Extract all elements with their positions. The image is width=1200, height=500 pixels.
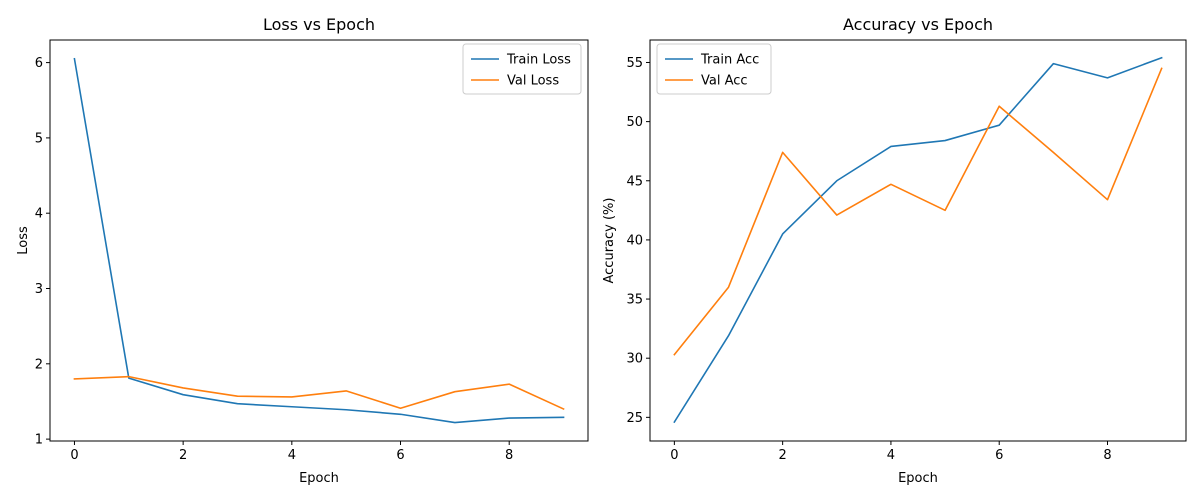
y-tick-label: 50: [626, 115, 643, 130]
legend: Train Loss Val Loss: [462, 43, 582, 95]
legend-label: Train Acc: [700, 53, 759, 68]
x-tick-label: 4: [288, 448, 296, 463]
x-tick-label: 6: [995, 448, 1003, 463]
y-tick-label: 40: [626, 233, 643, 248]
series-line-val-loss: [73, 375, 565, 411]
chart-panel-0: Loss vs Epoch 0 2 4 6 8 1 2 3 4 5 6 Epoch Loss Train L…: [16, 15, 589, 486]
y-axis-label: Loss: [16, 226, 31, 255]
chart-title: Accuracy vs Epoch: [843, 15, 993, 34]
y-axis-label: Accuracy (%): [602, 198, 617, 284]
y-tick-label: 2: [35, 357, 43, 372]
x-tick-label: 0: [670, 448, 678, 463]
legend-label: Train Loss: [506, 53, 571, 68]
y-tick-label: 25: [626, 411, 643, 426]
x-tick-label: 2: [179, 448, 187, 463]
legend-box: [656, 43, 772, 95]
series-line-train-acc: [673, 56, 1163, 424]
x-tick-label: 4: [887, 448, 895, 463]
plot-frame: [649, 39, 1187, 442]
x-tick-label: 0: [70, 448, 78, 463]
y-tick-label: 30: [626, 352, 643, 367]
y-tick-label: 1: [35, 433, 43, 448]
chart-title: Loss vs Epoch: [263, 15, 375, 34]
y-tick-label: 5: [35, 131, 43, 146]
y-tick-label: 6: [35, 56, 43, 71]
x-axis-label: Epoch: [898, 471, 938, 486]
y-tick-label: 35: [626, 293, 643, 308]
y-tick-label: 55: [626, 56, 643, 71]
x-tick-label: 8: [1103, 448, 1111, 463]
x-tick-label: 2: [779, 448, 787, 463]
legend: Train Acc Val Acc: [656, 43, 772, 95]
x-tick-label: 8: [505, 448, 513, 463]
y-tick-label: 4: [35, 207, 43, 222]
legend-label: Val Acc: [701, 74, 748, 89]
legend-label: Val Loss: [507, 74, 559, 89]
legend-box: [462, 43, 582, 95]
series-line-val-acc: [673, 67, 1163, 356]
x-tick-label: 6: [396, 448, 404, 463]
x-axis-label: Epoch: [299, 471, 339, 486]
series-line-train-loss: [73, 57, 565, 424]
y-tick-label: 45: [626, 174, 643, 189]
chart-panel-1: Accuracy vs Epoch 0 2 4 6 8 25 30 35 40 45 50 55 Epoc…: [602, 15, 1187, 486]
y-tick-label: 3: [35, 282, 43, 297]
plot-frame: [49, 39, 589, 442]
